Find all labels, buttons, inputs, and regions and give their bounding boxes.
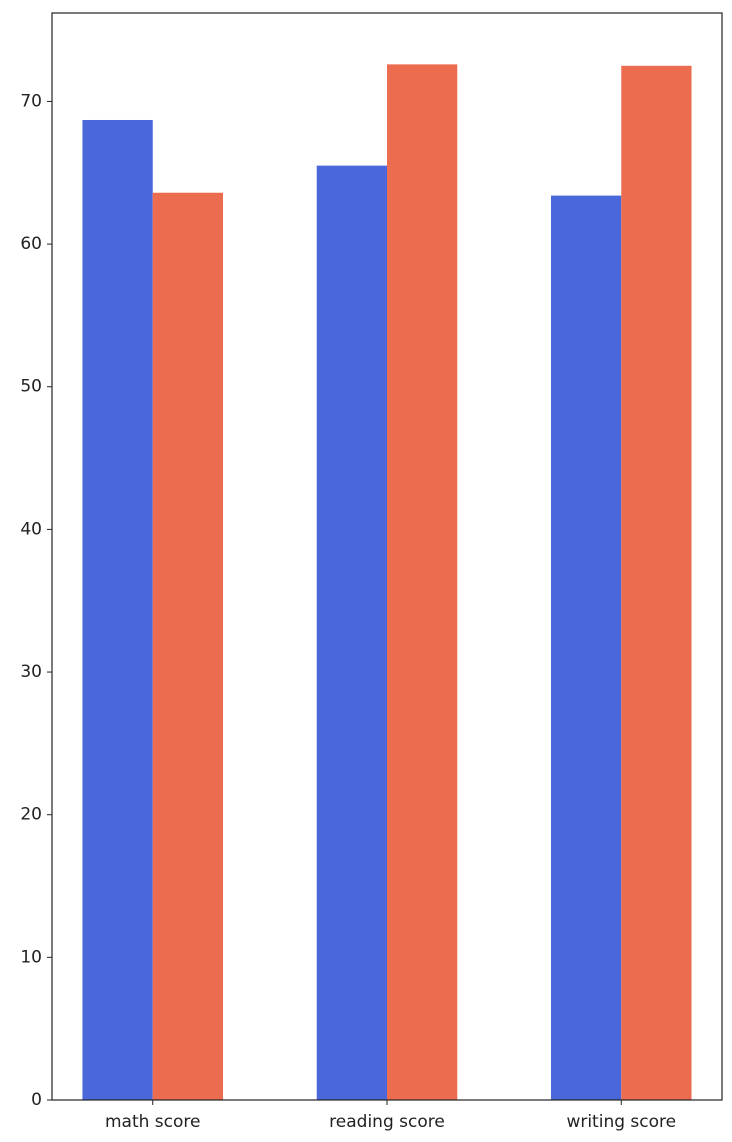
y-tick-label: 70 [20, 91, 42, 111]
bar [152, 192, 224, 1100]
bar [621, 65, 692, 1100]
y-tick-label: 40 [20, 519, 42, 539]
y-tick-label: 30 [20, 662, 42, 682]
y-tick-label: 10 [20, 947, 42, 967]
y-tick-label: 60 [20, 234, 42, 254]
y-tick-label: 50 [20, 377, 42, 397]
x-tick-label: math score [105, 1112, 201, 1132]
y-tick-label: 20 [20, 805, 42, 825]
plot-frame [51, 12, 723, 1101]
bar [550, 195, 622, 1101]
bar [316, 165, 387, 1101]
y-tick-label: 0 [31, 1090, 42, 1110]
bar [82, 119, 153, 1101]
x-tick-label: reading score [329, 1112, 445, 1132]
x-tick-label: writing score [566, 1112, 676, 1132]
bar [387, 64, 458, 1100]
